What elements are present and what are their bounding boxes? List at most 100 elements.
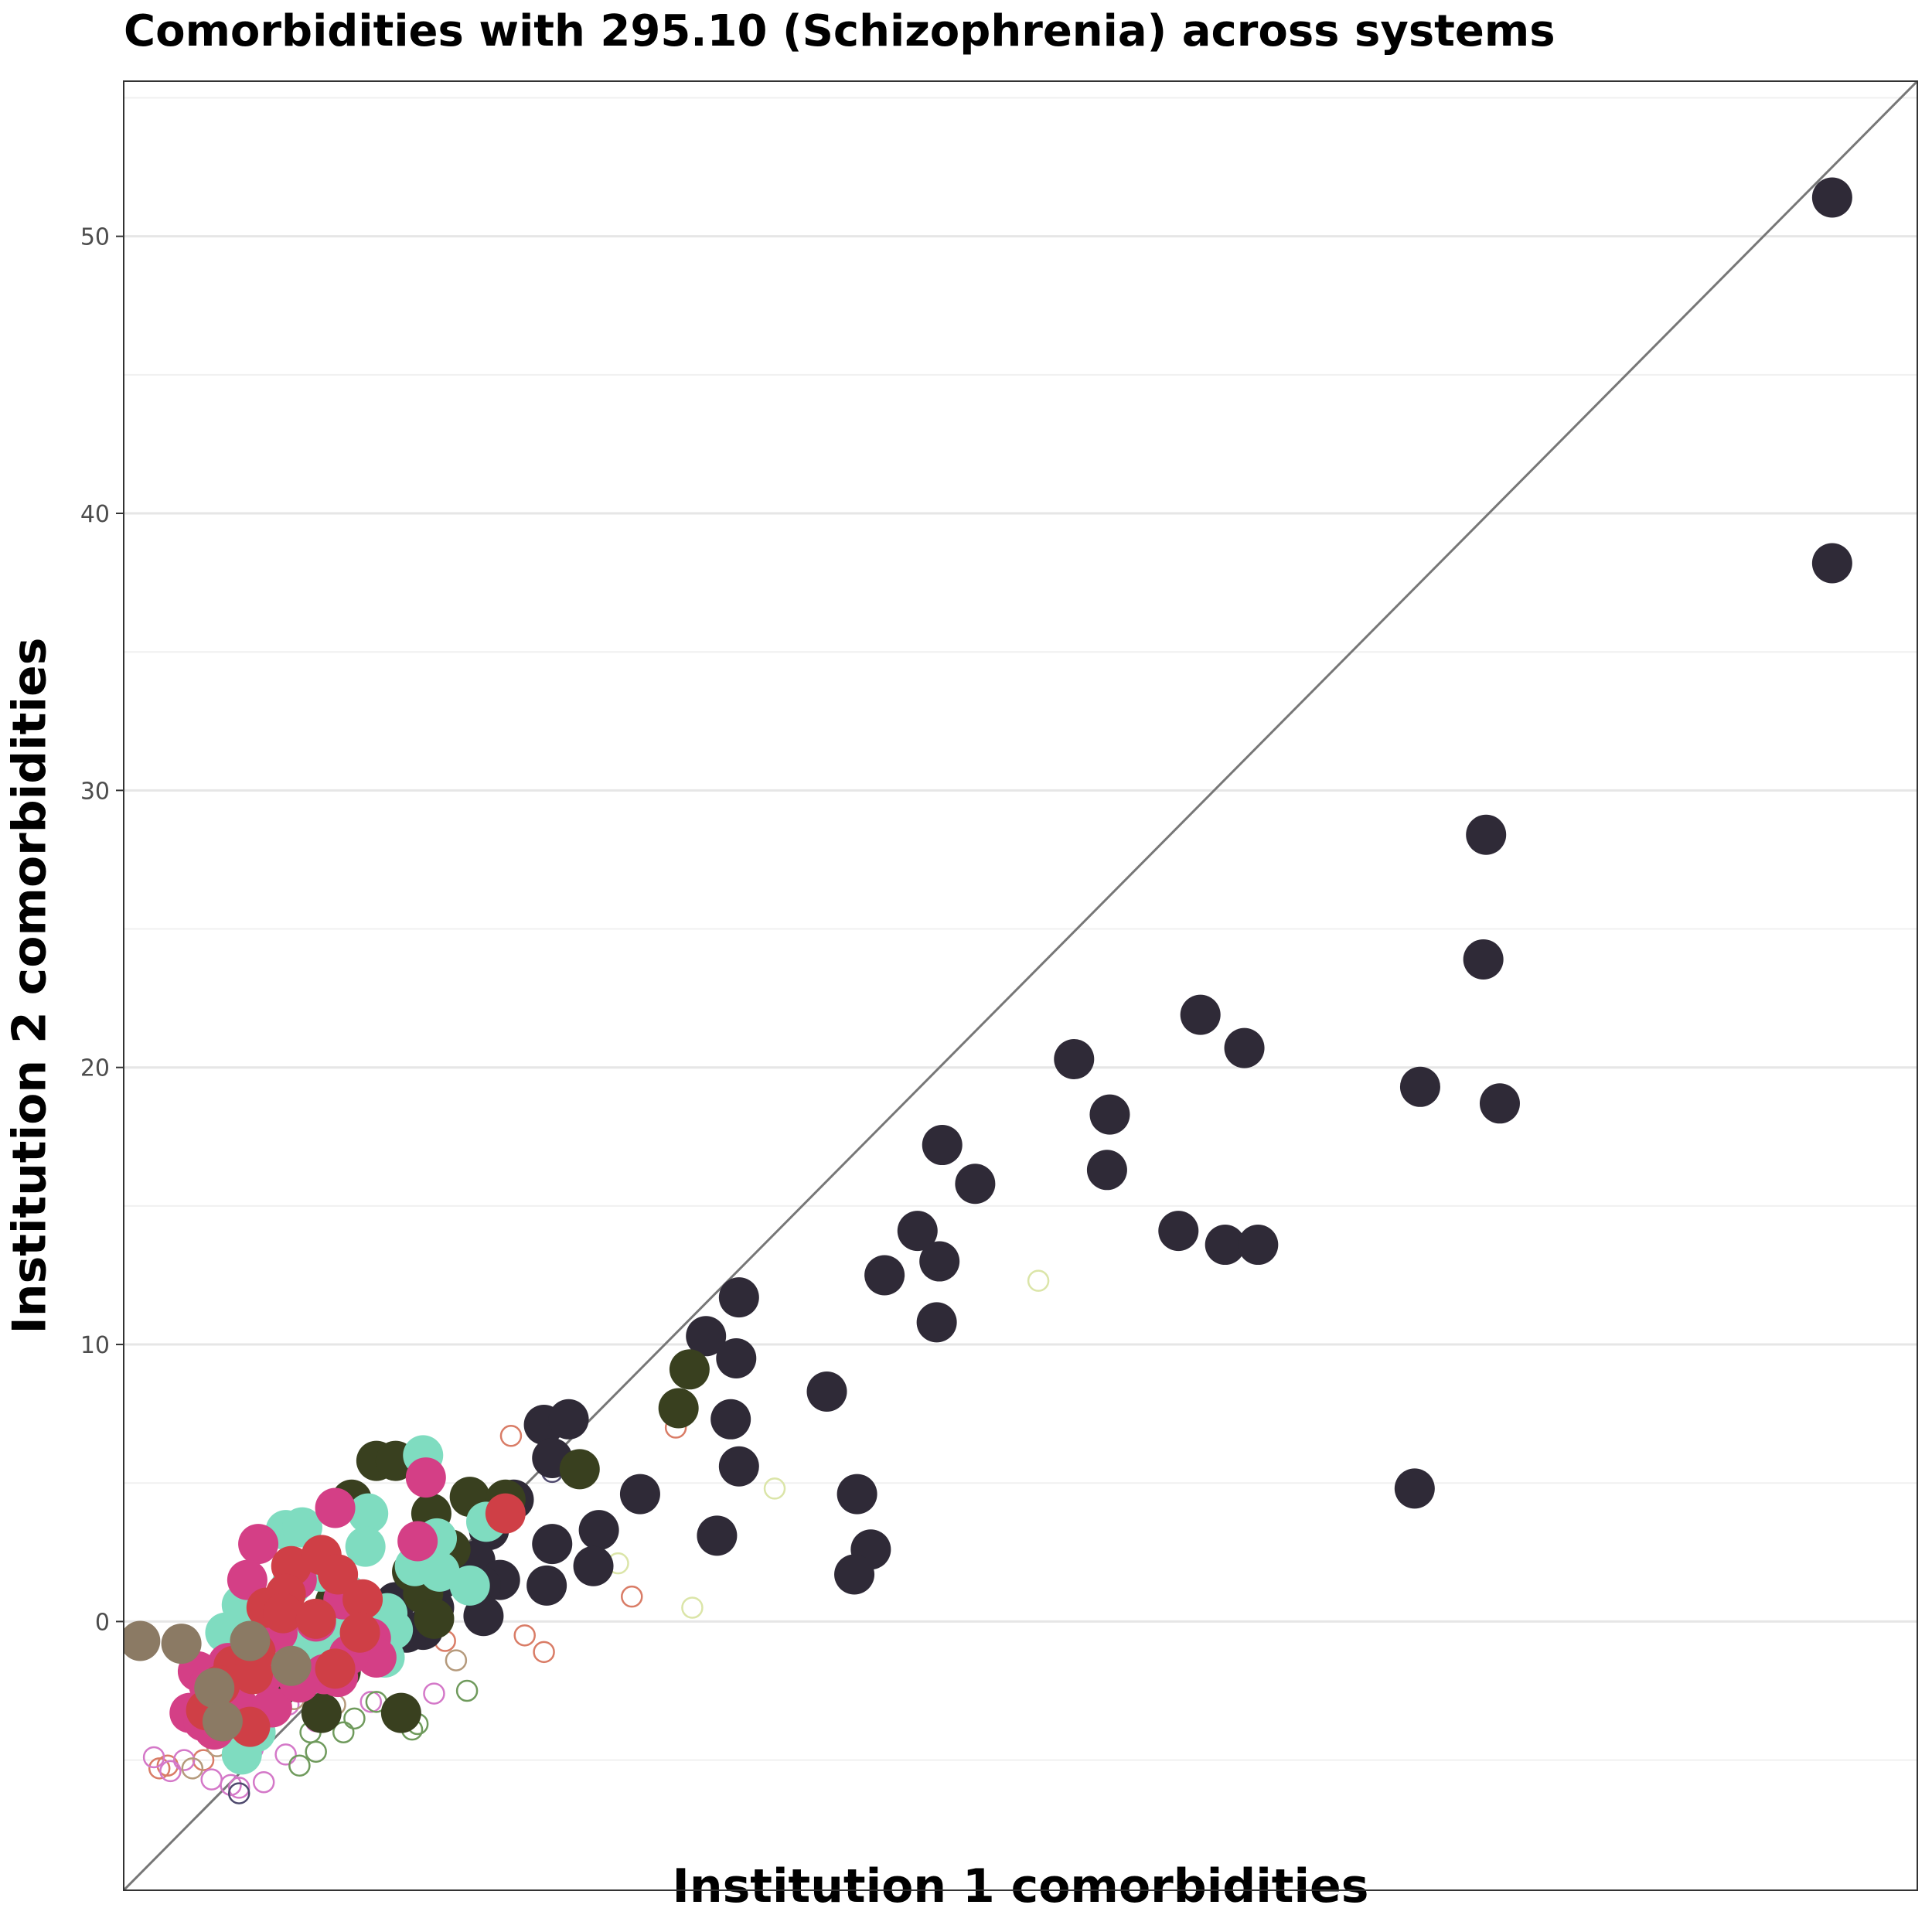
data-point <box>449 1565 490 1606</box>
data-point <box>916 1302 957 1343</box>
data-point-hollow <box>142 1746 165 1769</box>
data-point-hollow <box>533 1641 555 1664</box>
data-point-hollow <box>172 1749 196 1771</box>
data-point <box>1479 1083 1520 1124</box>
data-point <box>716 1337 757 1378</box>
data-point-hollow <box>423 1682 445 1705</box>
data-point-hollow <box>359 1691 383 1713</box>
data-point <box>315 1487 356 1528</box>
data-point <box>1463 939 1504 980</box>
data-point-hollow <box>455 1679 479 1702</box>
data-point <box>315 1648 356 1689</box>
data-point <box>955 1164 996 1205</box>
data-point-hollow <box>332 1721 355 1743</box>
data-point <box>318 1554 359 1595</box>
data-point-hollow <box>499 1425 523 1447</box>
data-point <box>1180 994 1221 1035</box>
data-point <box>658 1388 699 1429</box>
data-point <box>263 1593 304 1634</box>
y-tick-label: 0 <box>95 1609 110 1636</box>
y-tick-label: 20 <box>80 1055 110 1082</box>
data-point <box>295 1598 336 1639</box>
data-point-hollow <box>1027 1269 1050 1292</box>
data-point <box>397 1521 438 1562</box>
data-point <box>1399 1066 1440 1107</box>
y-axis-ticks: 0 10 20 30 40 50 <box>80 224 124 1636</box>
data-point <box>414 1598 455 1639</box>
data-point-hollow <box>343 1707 366 1730</box>
data-point-hollow <box>227 1777 250 1799</box>
data-point <box>834 1554 875 1595</box>
data-point <box>405 1457 446 1498</box>
data-point <box>1238 1225 1279 1266</box>
y-tick-label: 50 <box>80 224 110 251</box>
data-point-hollow <box>445 1649 468 1671</box>
data-point <box>806 1371 847 1412</box>
data-point-hollow <box>227 1782 250 1804</box>
data-point <box>1205 1225 1245 1266</box>
data-point <box>718 1277 759 1318</box>
data-point <box>619 1474 660 1515</box>
points-group <box>124 177 1852 1804</box>
data-point <box>532 1524 573 1565</box>
gridlines <box>124 97 1917 1761</box>
data-point <box>301 1692 342 1733</box>
data-point <box>837 1474 877 1515</box>
data-point-hollow <box>288 1754 311 1777</box>
data-point <box>1811 177 1852 218</box>
data-point-hollow <box>621 1585 643 1608</box>
data-point <box>578 1510 619 1551</box>
data-point-hollow <box>305 1740 327 1763</box>
data-point <box>1394 1468 1435 1509</box>
data-point-hollow <box>252 1770 275 1794</box>
data-point <box>710 1399 751 1440</box>
data-point-hollow <box>274 1743 297 1766</box>
data-point <box>897 1211 938 1252</box>
data-point <box>919 1241 960 1282</box>
data-point <box>463 1596 504 1637</box>
data-point <box>922 1125 963 1166</box>
data-point <box>194 1668 235 1709</box>
data-point <box>718 1446 759 1487</box>
data-point <box>1224 1027 1265 1068</box>
data-point <box>232 1654 273 1695</box>
data-point <box>1086 1150 1127 1191</box>
data-point <box>161 1624 202 1665</box>
chart-title: Comorbidities with 295.10 (Schizophrenia… <box>124 6 1555 56</box>
data-point <box>686 1316 727 1357</box>
data-point <box>202 1701 243 1742</box>
data-point <box>526 1565 567 1606</box>
data-point <box>669 1349 710 1390</box>
data-point <box>548 1399 589 1440</box>
data-point <box>864 1255 905 1296</box>
data-point <box>1158 1211 1199 1252</box>
data-point-hollow <box>181 1757 204 1780</box>
data-point <box>485 1493 526 1534</box>
data-point <box>1054 1038 1095 1079</box>
data-point <box>1466 814 1507 855</box>
data-point <box>230 1620 271 1661</box>
y-tick-label: 30 <box>80 778 110 805</box>
data-point <box>380 1692 421 1733</box>
data-point-hollow <box>681 1596 704 1619</box>
data-point-hollow <box>513 1624 536 1647</box>
data-point <box>573 1545 614 1586</box>
data-point <box>339 1612 380 1653</box>
panel-border <box>123 80 1918 1891</box>
x-axis-label: Institution 1 comorbidities <box>672 1859 1369 1913</box>
data-point-hollow <box>159 1760 182 1783</box>
data-point <box>271 1645 312 1686</box>
data-point <box>1811 543 1852 584</box>
data-point-hollow <box>763 1477 786 1500</box>
data-point-hollow <box>200 1768 223 1791</box>
data-point <box>345 1526 386 1567</box>
data-point <box>697 1515 738 1556</box>
data-point <box>342 1579 383 1620</box>
y-tick-label: 10 <box>80 1332 110 1359</box>
data-point <box>559 1449 600 1490</box>
data-point <box>1089 1094 1130 1135</box>
data-point <box>419 1551 460 1592</box>
y-tick-label: 40 <box>80 501 110 528</box>
data-point <box>124 1620 161 1661</box>
